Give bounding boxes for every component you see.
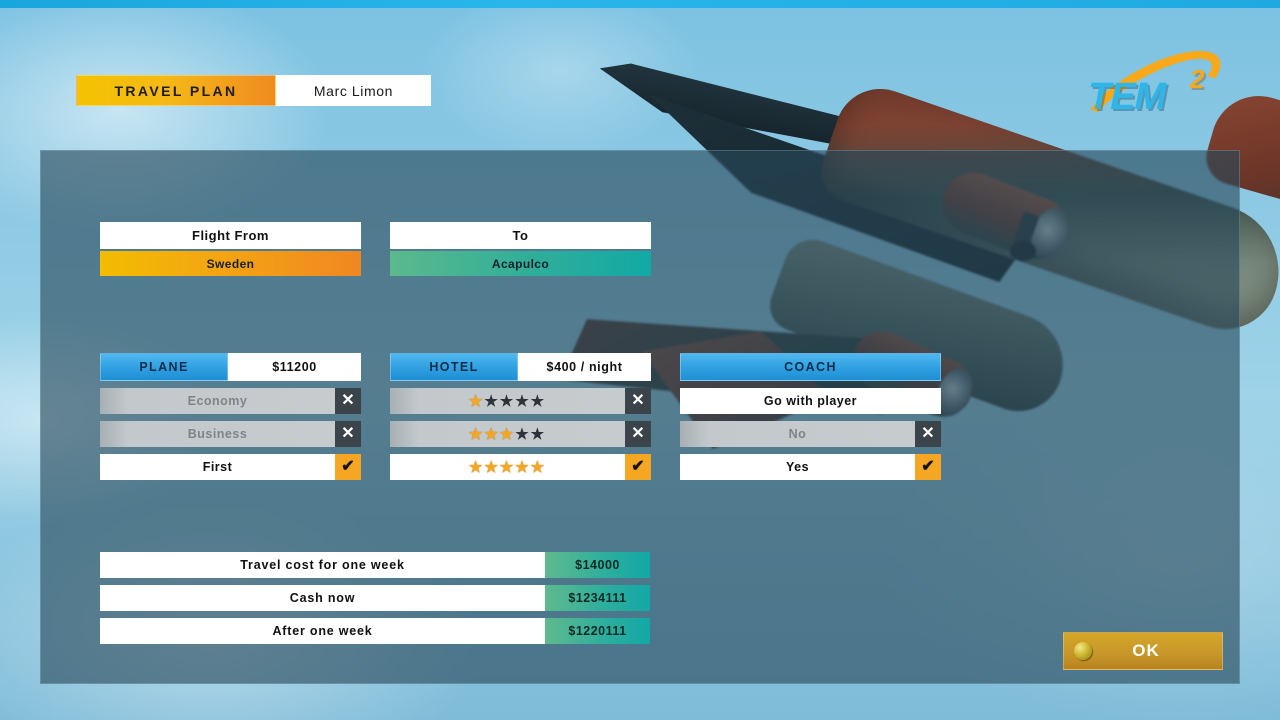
flight-to-label: To <box>390 222 651 249</box>
plane-group-title: PLANE <box>100 353 228 381</box>
hotel-group: HOTEL $400 / night ★★★★★ ✕ ★★★★★ ✕ ★★★★★… <box>390 353 651 480</box>
flight-from-label: Flight From <box>100 222 361 249</box>
star-rating-icon: ★★★★★ <box>468 458 547 476</box>
hotel-option-3-star[interactable]: ★★★★★ ✕ <box>390 421 651 447</box>
coach-option-no[interactable]: No ✕ <box>680 421 941 447</box>
top-accent-strip <box>0 0 1280 8</box>
hotel-group-header: HOTEL $400 / night <box>390 353 651 381</box>
travel-plan-title: TRAVEL PLAN <box>76 75 276 106</box>
close-icon[interactable]: ✕ <box>915 421 941 447</box>
coach-option-yes[interactable]: Yes ✔ <box>680 454 941 480</box>
summary-label-after-one-week: After one week <box>100 618 545 644</box>
summary-label-cash-now: Cash now <box>100 585 545 611</box>
coach-group-title: COACH <box>680 353 941 381</box>
flight-to-group: To Acapulco <box>390 222 651 276</box>
plane-option-first[interactable]: First ✔ <box>100 454 361 480</box>
summary-row-travel-cost: Travel cost for one week $14000 <box>100 552 650 578</box>
summary-value-after-one-week: $1220111 <box>545 618 650 644</box>
flight-from-group: Flight From Sweden <box>100 222 361 276</box>
coach-option-yes-label: Yes <box>680 454 915 480</box>
breadcrumb: TRAVEL PLAN Marc Limon <box>76 75 431 106</box>
star-rating-icon: ★★★★★ <box>468 392 547 410</box>
hotel-option-1-star-rating: ★★★★★ <box>390 388 625 414</box>
coach-group-header: COACH <box>680 353 941 381</box>
coach-group: COACH Go with player No ✕ Yes ✔ <box>680 353 941 480</box>
hotel-price: $400 / night <box>518 353 651 381</box>
summary-value-travel-cost: $14000 <box>545 552 650 578</box>
check-icon[interactable]: ✔ <box>915 454 941 480</box>
plane-option-first-label: First <box>100 454 335 480</box>
star-rating-icon: ★★★★★ <box>468 425 547 443</box>
coach-option-go-with-player-label: Go with player <box>680 388 941 414</box>
plane-option-economy[interactable]: Economy ✕ <box>100 388 361 414</box>
close-icon[interactable]: ✕ <box>335 421 361 447</box>
summary-row-cash-now: Cash now $1234111 <box>100 585 650 611</box>
route-section: Flight From Sweden To Acapulco <box>100 222 651 276</box>
hotel-option-1-star[interactable]: ★★★★★ ✕ <box>390 388 651 414</box>
summary-value-cash-now: $1234111 <box>545 585 650 611</box>
hotel-group-title: HOTEL <box>390 353 518 381</box>
hotel-option-5-star-rating: ★★★★★ <box>390 454 625 480</box>
flight-to-value[interactable]: Acapulco <box>390 251 651 276</box>
plane-price: $11200 <box>228 353 361 381</box>
plane-option-business-label: Business <box>100 421 335 447</box>
coin-icon <box>1074 642 1092 660</box>
summary-row-after-one-week: After one week $1220111 <box>100 618 650 644</box>
hotel-option-3-star-rating: ★★★★★ <box>390 421 625 447</box>
flight-from-value[interactable]: Sweden <box>100 251 361 276</box>
coach-option-go-with-player: Go with player <box>680 388 941 414</box>
plane-option-economy-label: Economy <box>100 388 335 414</box>
coach-option-no-label: No <box>680 421 915 447</box>
cost-summary-section: Travel cost for one week $14000 Cash now… <box>100 552 650 651</box>
check-icon[interactable]: ✔ <box>335 454 361 480</box>
hotel-option-5-star[interactable]: ★★★★★ ✔ <box>390 454 651 480</box>
close-icon[interactable]: ✕ <box>625 421 651 447</box>
close-icon[interactable]: ✕ <box>335 388 361 414</box>
close-icon[interactable]: ✕ <box>625 388 651 414</box>
ok-button-label: OK <box>1132 641 1160 660</box>
options-section: PLANE $11200 Economy ✕ Business ✕ First … <box>100 353 941 480</box>
logo-superscript: 2 <box>1190 64 1205 94</box>
player-name-chip: Marc Limon <box>276 75 431 106</box>
logo-text: TEM <box>1088 76 1166 118</box>
plane-group: PLANE $11200 Economy ✕ Business ✕ First … <box>100 353 361 480</box>
tem2-logo: TEM 2 <box>1070 34 1235 154</box>
summary-label-travel-cost: Travel cost for one week <box>100 552 545 578</box>
plane-group-header: PLANE $11200 <box>100 353 361 381</box>
check-icon[interactable]: ✔ <box>625 454 651 480</box>
ok-button[interactable]: OK <box>1063 632 1223 670</box>
plane-option-business[interactable]: Business ✕ <box>100 421 361 447</box>
